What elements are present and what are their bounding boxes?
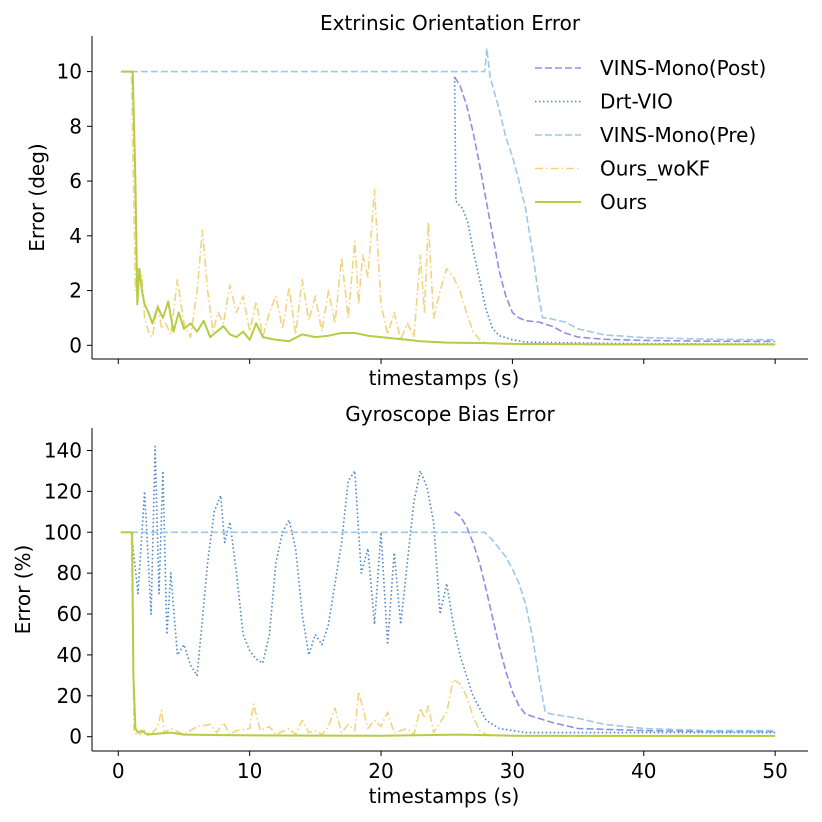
y-tick-label: 20 bbox=[57, 684, 82, 708]
legend-label: Drt-VIO bbox=[600, 90, 673, 114]
series-line-vins-mono-pre- bbox=[120, 531, 776, 732]
x-tick-label: 20 bbox=[368, 759, 393, 783]
y-axis-label: Error (deg) bbox=[25, 143, 49, 251]
y-tick-label: 0 bbox=[69, 333, 82, 357]
legend-label: VINS-Mono(Pre) bbox=[600, 123, 756, 147]
y-axis-label: Error (%) bbox=[11, 545, 35, 635]
series-group bbox=[120, 445, 776, 737]
y-tick-label: 120 bbox=[44, 479, 82, 503]
series-line-drt-vio bbox=[120, 445, 776, 734]
y-tick-label: 0 bbox=[69, 725, 82, 749]
series-line-ours-wokf bbox=[120, 70, 776, 346]
y-tick-label: 8 bbox=[69, 114, 82, 138]
series-line-ours-wokf bbox=[120, 531, 776, 737]
series-line-ours bbox=[120, 70, 776, 346]
y-tick-label: 80 bbox=[57, 561, 82, 585]
legend: VINS-Mono(Post) Drt-VIO VINS-Mono(Pre) Ours… bbox=[535, 56, 766, 214]
legend-label: Ours bbox=[600, 190, 647, 214]
chart-title: Gyroscope Bias Error bbox=[345, 402, 555, 426]
x-axis-label: timestamps (s) bbox=[369, 784, 520, 808]
y-tick-label: 100 bbox=[44, 520, 82, 544]
plot-extrinsic-orientation: 0 2 4 6 8 10 Extrinsic Orientation Error timest… bbox=[25, 11, 808, 390]
x-tick-label: 10 bbox=[237, 759, 262, 783]
y-tick-label: 60 bbox=[57, 602, 82, 626]
plot-gyroscope-bias: 0 10 20 30 40 50 0 20 40 60 80 100 120 140 Gyroscope B… bbox=[11, 402, 808, 808]
y-tick-label: 6 bbox=[69, 169, 82, 193]
y-tick-label: 4 bbox=[69, 224, 82, 248]
series-line-vins-mono-post- bbox=[453, 76, 776, 343]
x-tick-label: 30 bbox=[500, 759, 525, 783]
x-tick-label: 0 bbox=[112, 759, 125, 783]
series-line-ours bbox=[120, 531, 776, 737]
y-tick-label: 140 bbox=[44, 438, 82, 462]
series-line-vins-mono-pre- bbox=[120, 47, 776, 341]
series-group bbox=[120, 47, 776, 346]
x-axis-label: timestamps (s) bbox=[369, 366, 520, 390]
legend-label: Ours_woKF bbox=[600, 157, 710, 181]
y-tick-label: 2 bbox=[69, 279, 82, 303]
x-tick-label: 40 bbox=[631, 759, 656, 783]
legend-label: VINS-Mono(Post) bbox=[600, 56, 766, 80]
y-tick-label: 40 bbox=[57, 643, 82, 667]
series-line-vins-mono-post- bbox=[454, 511, 776, 733]
y-tick-label: 10 bbox=[57, 60, 82, 84]
x-tick-label: 50 bbox=[762, 759, 787, 783]
chart-title: Extrinsic Orientation Error bbox=[320, 11, 581, 35]
